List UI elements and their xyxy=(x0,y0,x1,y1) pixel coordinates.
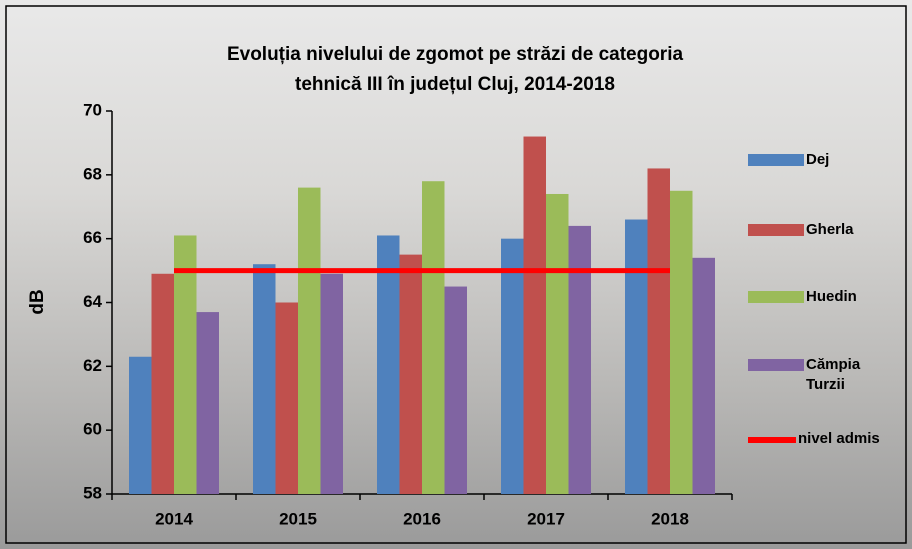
x-tick-label: 2015 xyxy=(279,509,317,528)
bar xyxy=(501,239,524,494)
x-tick-label: 2017 xyxy=(527,509,565,528)
chart-title: Evoluția nivelului de zgomot pe străzi d… xyxy=(227,44,684,65)
bar xyxy=(422,181,445,494)
bar xyxy=(174,235,197,494)
bar xyxy=(253,264,276,494)
bar xyxy=(648,168,671,494)
x-tick-label: 2014 xyxy=(155,509,193,528)
legend-item: Gherla xyxy=(748,220,901,240)
bar xyxy=(298,188,321,494)
x-tick-label: 2016 xyxy=(403,509,441,528)
legend-label: nivel admis xyxy=(798,430,880,447)
bar xyxy=(197,312,220,494)
bar xyxy=(569,226,592,494)
bar xyxy=(400,255,423,494)
bar xyxy=(129,357,152,494)
legend-key xyxy=(748,291,804,303)
bar xyxy=(321,274,344,494)
legend: Dej Gherla Huedin Cămpia Turzii nivel admis xyxy=(748,150,908,470)
y-tick-label: 60 xyxy=(83,420,102,439)
legend-key xyxy=(748,224,804,236)
bar xyxy=(377,235,400,494)
legend-label: Huedin xyxy=(806,287,901,307)
bar xyxy=(445,287,468,494)
legend-key xyxy=(748,154,804,166)
legend-key xyxy=(748,359,804,371)
legend-key xyxy=(748,437,796,443)
y-axis-label: dB xyxy=(27,289,48,314)
legend-item: Huedin xyxy=(748,287,901,307)
y-tick-label: 70 xyxy=(83,100,102,119)
legend-item: nivel admis xyxy=(748,430,880,447)
x-tick-label: 2018 xyxy=(651,509,689,528)
chart-title: tehnică III în județul Cluj, 2014-2018 xyxy=(295,74,615,95)
legend-item: Cămpia Turzii xyxy=(748,355,901,395)
bar xyxy=(524,137,547,494)
bar xyxy=(693,258,716,494)
bar xyxy=(276,303,299,495)
y-tick-label: 68 xyxy=(83,164,102,183)
bar xyxy=(670,191,693,494)
bar xyxy=(625,220,648,494)
y-tick-label: 62 xyxy=(83,356,102,375)
y-tick-label: 58 xyxy=(83,483,102,502)
y-tick-label: 66 xyxy=(83,228,102,247)
legend-item: Dej xyxy=(748,150,901,170)
legend-label: Cămpia Turzii xyxy=(806,355,901,395)
legend-label: Gherla xyxy=(806,220,901,240)
y-tick-label: 64 xyxy=(83,292,102,311)
legend-label: Dej xyxy=(806,150,901,170)
bar xyxy=(152,274,175,494)
chart: Evoluția nivelului de zgomot pe străzi d… xyxy=(0,0,912,549)
bar xyxy=(546,194,569,494)
